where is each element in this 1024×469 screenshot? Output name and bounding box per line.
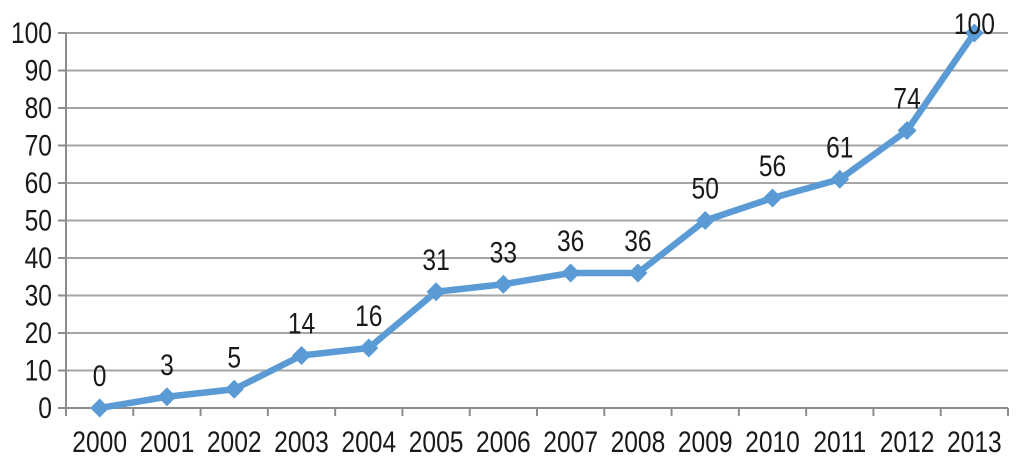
y-tick-label: 70 [25,128,52,162]
marker-diamond [426,282,446,302]
data-label: 74 [893,81,920,115]
data-label: 31 [422,242,449,276]
data-label: 36 [557,224,584,258]
marker-diamond [561,263,581,283]
data-label: 16 [355,299,382,333]
y-tick-label: 80 [25,91,52,125]
data-label: 5 [227,340,241,374]
data-label: 0 [93,359,107,393]
x-tick-label: 2006 [476,425,531,459]
x-tick-label: 2005 [409,425,464,459]
y-tick-label: 100 [11,16,52,50]
series-line [96,29,978,412]
x-tick-label: 2013 [947,425,1002,459]
data-label: 36 [624,224,651,258]
marker-diamond [695,211,715,230]
data-label: 33 [490,235,517,269]
x-axis-labels: 2000 2001 2002 2003 2004 2005 2006 2007 2008 2009… [72,425,1001,459]
data-label: 61 [826,130,853,164]
data-label: 50 [692,171,719,205]
y-axis [58,32,67,409]
marker-diamond [224,379,244,399]
data-label: 14 [288,306,315,340]
x-tick-label: 2003 [274,425,329,459]
y-tick-label: 40 [25,241,52,275]
y-tick-label: 20 [25,316,52,350]
series-markers [90,23,984,418]
data-label: 100 [954,7,995,41]
y-tick-label: 30 [25,278,52,312]
marker-diamond [628,263,648,283]
x-tick-label: 2011 [813,425,866,459]
y-tick-label: 60 [25,166,52,200]
x-tick-label: 2007 [543,425,598,459]
data-label: 3 [160,347,174,381]
data-label: 56 [759,149,786,183]
x-tick-label: 2010 [745,425,800,459]
x-tick-label: 2001 [140,425,195,459]
y-tick-label: 90 [25,53,52,87]
marker-diamond [359,338,379,358]
marker-diamond [830,169,850,189]
marker-diamond [157,387,177,407]
x-axis [65,407,1009,416]
marker-diamond [964,23,984,43]
data-labels: 0 3 5 14 16 31 33 36 36 50 56 61 74 100 [93,7,995,393]
y-tick-label: 0 [38,391,52,425]
x-tick-label: 2000 [72,425,127,459]
y-tick-label: 50 [25,203,52,237]
y-tick-label: 10 [25,353,52,387]
x-tick-label: 2002 [207,425,262,459]
marker-diamond [292,346,311,365]
x-tick-label: 2008 [611,425,666,459]
marker-diamond [763,188,782,208]
x-tick-label: 2012 [880,425,935,459]
marker-diamond [90,398,110,418]
gridlines [66,32,1008,372]
x-tick-label: 2009 [678,425,733,459]
marker-diamond [897,121,917,140]
marker-diamond [493,274,513,294]
x-tick-label: 2004 [341,425,396,459]
